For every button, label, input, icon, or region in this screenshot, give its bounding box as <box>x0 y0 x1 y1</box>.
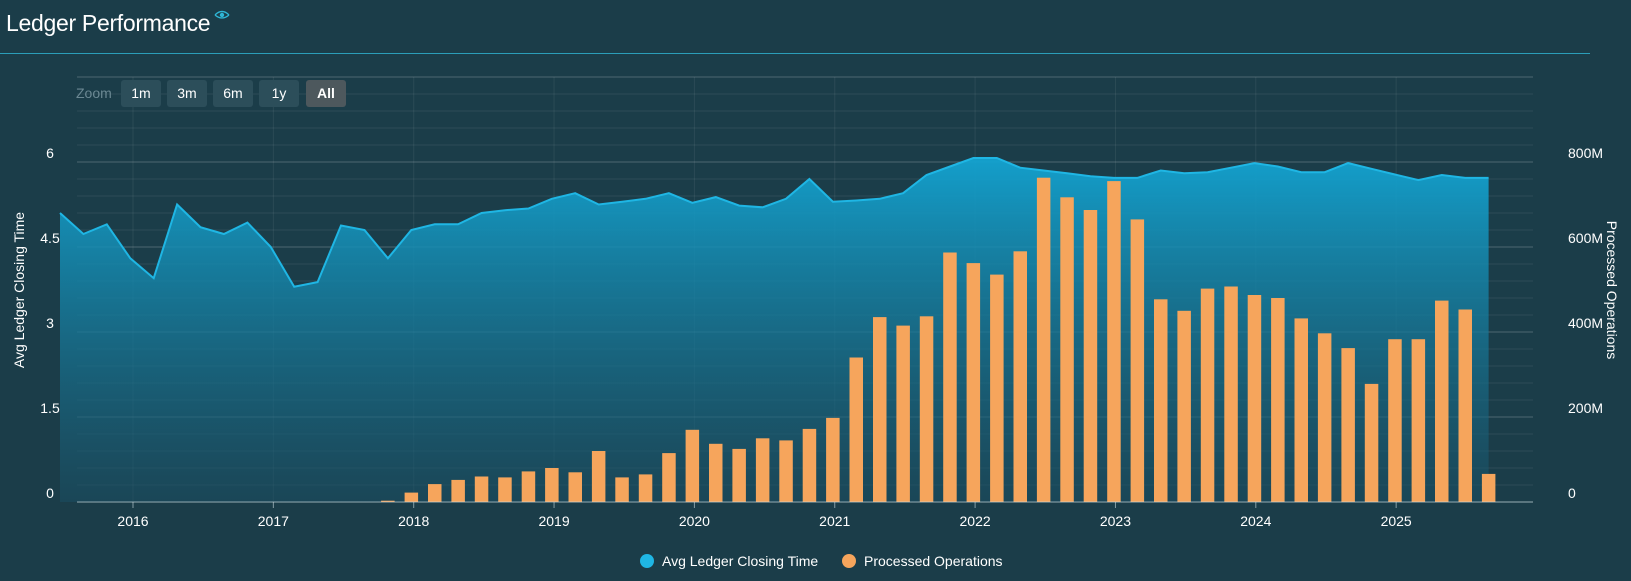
zoom-button-label: 1y <box>272 85 287 101</box>
y-left-tick-label: 0 <box>46 485 54 501</box>
bar-processed-operations <box>1271 298 1285 502</box>
bar-processed-operations <box>826 417 840 502</box>
bar-processed-operations <box>1013 251 1027 503</box>
bar-processed-operations <box>849 357 863 502</box>
legend: Avg Ledger Closing Time Processed Operat… <box>640 553 1003 569</box>
y-left-tick-label: 3 <box>46 315 54 331</box>
bar-processed-operations <box>896 325 910 502</box>
bar-processed-operations <box>1060 197 1074 503</box>
x-tick-label: 2020 <box>679 513 710 529</box>
bars-series <box>381 177 1496 503</box>
x-tick-label: 2025 <box>1381 513 1412 529</box>
x-tick-label: 2019 <box>538 513 569 529</box>
bar-processed-operations <box>1388 339 1402 502</box>
zoom-button-label: 1m <box>131 85 150 101</box>
chart-title: Ledger Performance <box>6 10 211 36</box>
bar-processed-operations <box>404 492 419 502</box>
x-tick-label: 2024 <box>1240 513 1271 529</box>
bar-processed-operations <box>685 429 700 503</box>
bar-processed-operations <box>591 451 606 502</box>
chart-header: Ledger Performance <box>6 10 232 46</box>
legend-label: Avg Ledger Closing Time <box>662 553 818 569</box>
x-tick-label: 2018 <box>398 513 429 529</box>
legend-item-processed-operations[interactable]: Processed Operations <box>842 553 1003 569</box>
zoom-label: Zoom <box>76 85 112 101</box>
zoom-button-label: 3m <box>177 85 196 101</box>
y-left-tick-label: 1.5 <box>40 400 60 416</box>
series-line-avg-ledger-closing-time <box>59 157 1489 288</box>
bar-processed-operations <box>662 453 676 502</box>
bar-processed-operations <box>1200 288 1215 502</box>
bar-processed-operations <box>451 479 465 502</box>
y-right-tick-label: 400M <box>1568 315 1603 331</box>
legend-item-avg-ledger-closing-time[interactable]: Avg Ledger Closing Time <box>640 553 818 569</box>
zoom-button-all[interactable]: All <box>306 80 346 107</box>
bar-processed-operations <box>521 471 536 502</box>
x-tick-label: 2022 <box>960 513 991 529</box>
bar-processed-operations <box>1154 299 1168 502</box>
y-left-axis-label: Avg Ledger Closing Time <box>11 212 27 368</box>
x-tick-label: 2017 <box>258 513 289 529</box>
bar-processed-operations <box>1294 318 1308 502</box>
legend-label: Processed Operations <box>864 553 1003 569</box>
bar-processed-operations <box>638 474 653 502</box>
bar-processed-operations <box>1364 383 1379 502</box>
bar-processed-operations <box>732 448 746 502</box>
bar-processed-operations <box>943 252 957 502</box>
bar-processed-operations <box>1224 286 1238 502</box>
x-tick-label: 2023 <box>1100 513 1131 529</box>
bar-processed-operations <box>1317 333 1332 502</box>
header-divider <box>0 53 1590 54</box>
y-right-axis-label: Processed Operations <box>1604 221 1620 360</box>
zoom-button-6m[interactable]: 6m <box>213 80 253 107</box>
bar-processed-operations <box>1481 473 1496 502</box>
y-right-tick-label: 200M <box>1568 400 1603 416</box>
eye-icon <box>214 10 230 19</box>
bar-processed-operations <box>568 472 582 503</box>
bar-processed-operations <box>1036 177 1051 502</box>
y-right-tick-label: 600M <box>1568 230 1603 246</box>
bar-processed-operations <box>873 317 887 502</box>
bar-processed-operations <box>755 438 770 503</box>
y-right-tick-label: 0 <box>1568 485 1576 501</box>
x-tick-label: 2021 <box>819 513 850 529</box>
bar-processed-operations <box>1458 309 1472 502</box>
y-left-tick-label: 6 <box>46 145 54 161</box>
bar-processed-operations <box>1411 339 1426 502</box>
zoom-controls: Zoom 1m 3m 6m 1y All <box>76 80 346 107</box>
zoom-button-label: All <box>317 85 335 101</box>
bar-processed-operations <box>498 477 512 502</box>
bar-processed-operations <box>1130 219 1145 502</box>
bar-processed-operations <box>1435 300 1449 502</box>
y-left-tick-label: 4.5 <box>40 230 60 246</box>
bar-processed-operations <box>1107 181 1121 502</box>
zoom-button-1y[interactable]: 1y <box>259 80 299 107</box>
bar-processed-operations <box>615 477 629 502</box>
bar-processed-operations <box>779 440 793 502</box>
bar-processed-operations <box>966 263 981 502</box>
bar-processed-operations <box>919 316 934 502</box>
bar-processed-operations <box>381 500 395 502</box>
bar-processed-operations <box>428 484 442 502</box>
bar-processed-operations <box>1083 210 1098 502</box>
bar-processed-operations <box>990 274 1004 502</box>
y-right-tick-label: 800M <box>1568 145 1603 161</box>
bar-processed-operations <box>802 428 817 502</box>
zoom-button-label: 6m <box>223 85 242 101</box>
bar-processed-operations <box>545 468 559 502</box>
bar-processed-operations <box>709 443 723 502</box>
zoom-button-1m[interactable]: 1m <box>121 80 161 107</box>
legend-marker-icon <box>842 554 856 568</box>
zoom-button-3m[interactable]: 3m <box>167 80 207 107</box>
bar-processed-operations <box>1341 348 1355 502</box>
bar-processed-operations <box>474 476 489 502</box>
bar-processed-operations <box>1177 310 1191 503</box>
legend-marker-icon <box>640 554 654 568</box>
axes: 2016 2017 2018 2019 2020 2021 2022 2023 2024 2025… <box>11 145 1620 529</box>
bar-processed-operations <box>1247 295 1262 502</box>
x-tick-label: 2016 <box>117 513 148 529</box>
